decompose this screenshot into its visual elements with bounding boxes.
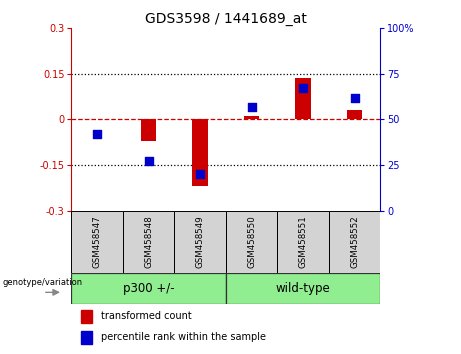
Point <box>145 159 152 164</box>
Text: genotype/variation: genotype/variation <box>3 278 83 287</box>
Bar <box>278 211 329 273</box>
Text: percentile rank within the sample: percentile rank within the sample <box>101 332 266 342</box>
Text: GSM458551: GSM458551 <box>299 215 307 268</box>
Bar <box>81 310 92 323</box>
Point <box>196 171 204 177</box>
Bar <box>81 331 92 343</box>
Bar <box>123 211 174 273</box>
Bar <box>71 211 123 273</box>
Point <box>94 131 101 137</box>
Bar <box>174 211 226 273</box>
Point <box>248 104 255 109</box>
Text: p300 +/-: p300 +/- <box>123 282 174 295</box>
Bar <box>329 211 380 273</box>
Bar <box>226 273 380 304</box>
Bar <box>71 273 226 304</box>
Text: GSM458549: GSM458549 <box>195 215 205 268</box>
Bar <box>192 120 208 186</box>
Text: GSM458552: GSM458552 <box>350 215 359 268</box>
Point <box>300 86 307 91</box>
Bar <box>226 211 278 273</box>
Text: wild-type: wild-type <box>276 282 331 295</box>
Title: GDS3598 / 1441689_at: GDS3598 / 1441689_at <box>145 12 307 26</box>
Point <box>351 95 358 101</box>
Bar <box>347 110 362 120</box>
Text: GSM458550: GSM458550 <box>247 215 256 268</box>
Bar <box>244 116 260 120</box>
Text: GSM458547: GSM458547 <box>93 215 102 268</box>
Bar <box>296 79 311 120</box>
Text: GSM458548: GSM458548 <box>144 215 153 268</box>
Text: transformed count: transformed count <box>101 312 192 321</box>
Bar <box>141 120 156 141</box>
